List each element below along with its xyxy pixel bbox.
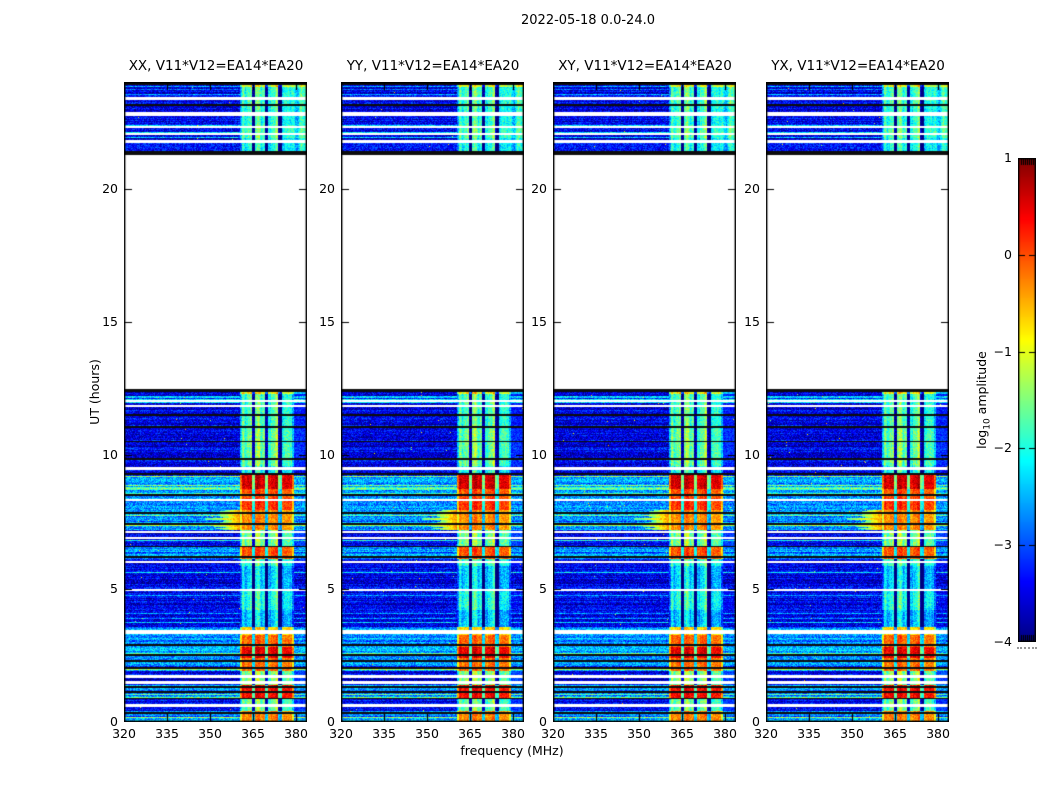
y-tick-label: 20 bbox=[744, 181, 760, 196]
x-axis-label: frequency (MHz) bbox=[460, 743, 564, 758]
x-tick-label: 380 bbox=[713, 726, 737, 741]
x-tick-label: 350 bbox=[198, 726, 222, 741]
y-tick-label: 5 bbox=[327, 581, 335, 596]
y-tick-label: 0 bbox=[539, 714, 547, 729]
x-tick-label: 380 bbox=[926, 726, 950, 741]
x-tick-label: 350 bbox=[415, 726, 439, 741]
panel-title-xx: XX, V11*V12=EA14*EA20 bbox=[128, 58, 304, 74]
y-axis-label: UT (hours) bbox=[87, 359, 102, 425]
spectrogram-panel-xy bbox=[553, 82, 736, 722]
colorbar-label-sub: 10 bbox=[982, 418, 993, 430]
spectrogram-panel-xx bbox=[124, 82, 307, 722]
x-tick-label: 365 bbox=[241, 726, 265, 741]
spectrogram-panel-yy bbox=[341, 82, 524, 722]
colorbar-tick-label: 1 bbox=[1004, 150, 1012, 165]
x-tick-label: 380 bbox=[501, 726, 525, 741]
colorbar-tick-label: −4 bbox=[993, 634, 1012, 649]
y-tick-label: 10 bbox=[319, 447, 335, 462]
y-tick-label: 20 bbox=[531, 181, 547, 196]
x-tick-label: 320 bbox=[329, 726, 353, 741]
x-tick-label: 320 bbox=[541, 726, 565, 741]
x-tick-label: 380 bbox=[284, 726, 308, 741]
colorbar-label-post: amplitude bbox=[974, 351, 989, 419]
y-tick-label: 20 bbox=[102, 181, 118, 196]
y-tick-label: 10 bbox=[744, 447, 760, 462]
x-tick-label: 350 bbox=[627, 726, 651, 741]
x-tick-label: 365 bbox=[883, 726, 907, 741]
colorbar bbox=[1018, 158, 1036, 642]
y-tick-label: 15 bbox=[319, 314, 335, 329]
x-tick-label: 335 bbox=[372, 726, 396, 741]
y-tick-label: 15 bbox=[744, 314, 760, 329]
colorbar-tick-label: −1 bbox=[993, 344, 1012, 359]
panel-title-yx: YX, V11*V12=EA14*EA20 bbox=[771, 58, 945, 74]
x-tick-label: 335 bbox=[584, 726, 608, 741]
y-tick-label: 5 bbox=[752, 581, 760, 596]
panel-title-xy: XY, V11*V12=EA14*EA20 bbox=[558, 58, 732, 74]
y-tick-label: 5 bbox=[539, 581, 547, 596]
colorbar-tick-label: −3 bbox=[993, 537, 1012, 552]
x-tick-label: 320 bbox=[112, 726, 136, 741]
y-tick-label: 0 bbox=[752, 714, 760, 729]
x-tick-label: 335 bbox=[155, 726, 179, 741]
x-tick-label: 320 bbox=[754, 726, 778, 741]
y-tick-label: 15 bbox=[102, 314, 118, 329]
colorbar-tick-label: −2 bbox=[993, 440, 1012, 455]
colorbar-minor-dots bbox=[1017, 647, 1037, 649]
y-tick-label: 5 bbox=[110, 581, 118, 596]
y-tick-label: 0 bbox=[327, 714, 335, 729]
y-tick-label: 10 bbox=[102, 447, 118, 462]
y-tick-label: 10 bbox=[531, 447, 547, 462]
colorbar-tick-label: 0 bbox=[1004, 247, 1012, 262]
x-tick-label: 335 bbox=[797, 726, 821, 741]
x-tick-label: 365 bbox=[670, 726, 694, 741]
y-tick-label: 15 bbox=[531, 314, 547, 329]
figure-title: 2022-05-18 0.0-24.0 bbox=[521, 13, 655, 28]
panel-title-yy: YY, V11*V12=EA14*EA20 bbox=[346, 58, 520, 74]
x-tick-label: 365 bbox=[458, 726, 482, 741]
spectrogram-panel-yx bbox=[766, 82, 949, 722]
y-tick-label: 0 bbox=[110, 714, 118, 729]
y-tick-label: 20 bbox=[319, 181, 335, 196]
x-tick-label: 350 bbox=[840, 726, 864, 741]
